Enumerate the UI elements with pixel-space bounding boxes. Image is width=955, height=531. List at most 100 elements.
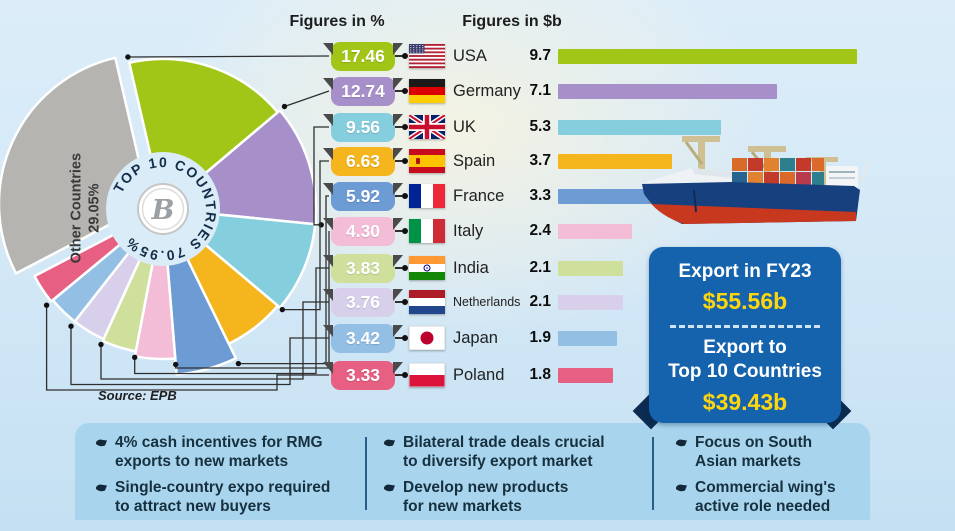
percent-badge: 4.30 xyxy=(323,216,403,246)
note-text: 4% cash incentives for RMG exports to ne… xyxy=(115,434,323,470)
badge-flag-connector xyxy=(395,265,408,271)
export-summary-box: Export in FY23 $55.56b Export to Top 10 … xyxy=(649,247,841,423)
other-countries-label: Other Countries 29.05% xyxy=(67,131,103,286)
flag-france-icon xyxy=(409,184,445,208)
export-top10-title: Export to Top 10 Countries xyxy=(668,337,822,382)
note-text: Single-country expo required to attract … xyxy=(115,478,331,515)
country-name: Japan xyxy=(453,328,498,347)
country-name: Poland xyxy=(453,365,505,384)
flag-germany-icon xyxy=(409,79,445,103)
bullet-ship-icon xyxy=(383,484,395,492)
note-item: Develop new products for new markets xyxy=(383,479,643,517)
country-row: 9.56 UK 5.3 xyxy=(323,112,721,142)
bullet-ship-icon xyxy=(95,439,107,447)
percent-badge: 5.92 xyxy=(323,181,403,211)
source-label: Source: EPB xyxy=(98,388,177,403)
note-item: Commercial wing's active role needed xyxy=(675,479,865,517)
percent-badge: 9.56 xyxy=(323,112,403,142)
country-row: 3.42 Japan 1.9 xyxy=(323,323,617,353)
percent-badge: 3.76 xyxy=(323,287,403,317)
percent-badge: 3.83 xyxy=(323,253,403,283)
country-value: 3.7 xyxy=(529,152,551,169)
value-bar xyxy=(558,153,672,169)
business-standard-logo-icon: B xyxy=(151,195,175,226)
value-bar xyxy=(558,223,632,239)
flag-uk-icon xyxy=(407,112,447,142)
country-value: 7.1 xyxy=(529,82,551,99)
export-fy23-title: Export in FY23 xyxy=(678,261,812,282)
dashed-divider xyxy=(670,325,820,328)
badge-flag-connector xyxy=(395,335,408,341)
badge-flag-connector xyxy=(395,124,408,130)
country-name: Netherlands xyxy=(453,295,521,309)
country-value: 5.3 xyxy=(529,118,551,135)
notes-column-3: Focus on South Asian markets Commercial w… xyxy=(675,434,865,524)
bullet-ship-icon xyxy=(675,484,687,492)
badge-flag-connector xyxy=(395,158,408,164)
country-name: France xyxy=(453,186,505,205)
badge-flag-connector xyxy=(395,53,408,59)
percent-badge: 3.33 xyxy=(323,360,403,390)
notes-column-1: 4% cash incentives for RMG exports to ne… xyxy=(95,434,360,524)
other-countries-name: Other Countries xyxy=(68,152,85,264)
country-row: 3.33 Poland 1.8 xyxy=(323,360,613,390)
note-item: Single-country expo required to attract … xyxy=(95,479,360,517)
country-name: UK xyxy=(453,117,476,136)
country-value: 3.3 xyxy=(529,187,551,204)
percent-badge: 17.46 xyxy=(323,41,403,71)
country-value: 1.9 xyxy=(529,329,551,346)
country-row: 3.83 India 2.1 xyxy=(323,253,623,283)
value-bar xyxy=(558,260,623,276)
value-bar xyxy=(558,330,617,346)
value-bar xyxy=(558,48,857,64)
country-value: 2.1 xyxy=(529,259,551,276)
logo-inner-ring xyxy=(141,187,185,231)
badge-flag-connector xyxy=(395,299,408,305)
column-header-percent: Figures in % xyxy=(289,13,385,30)
notes-column-2: Bilateral trade deals crucial to diversi… xyxy=(383,434,643,524)
country-row: 4.30 Italy 2.4 xyxy=(323,216,632,246)
country-name: Spain xyxy=(453,151,496,170)
value-bar xyxy=(558,294,623,310)
percent-badge: 3.42 xyxy=(323,323,403,353)
note-text: Bilateral trade deals crucial to diversi… xyxy=(403,434,605,470)
column-header-dollar: Figures in $b xyxy=(462,13,562,30)
country-value: 9.7 xyxy=(529,47,551,64)
flag-india-icon xyxy=(409,256,445,280)
country-value: 2.4 xyxy=(529,222,551,239)
value-bar xyxy=(558,119,721,135)
note-item: 4% cash incentives for RMG exports to ne… xyxy=(95,434,360,472)
badge-flag-connector xyxy=(395,372,408,378)
bullet-ship-icon xyxy=(675,439,687,447)
country-name: Italy xyxy=(453,221,484,240)
country-row: 12.74 Germany 7.1 xyxy=(323,76,777,106)
country-value: 2.1 xyxy=(529,293,551,310)
badge-flag-connector xyxy=(395,88,408,94)
country-row: 5.92 France 3.3 xyxy=(323,181,660,211)
container-ship-icon xyxy=(642,136,867,224)
value-bar xyxy=(558,188,660,204)
export-top10-value: $39.43b xyxy=(702,388,788,415)
country-name: India xyxy=(453,258,489,277)
country-row: 3.76 Netherlands 2.1 xyxy=(323,287,623,317)
other-countries-percent: 29.05% xyxy=(86,183,103,233)
flag-usa-icon xyxy=(409,44,445,68)
notes-divider-1 xyxy=(365,437,367,510)
bullet-ship-icon xyxy=(383,439,395,447)
badge-flag-connector xyxy=(395,193,408,199)
bullet-ship-icon xyxy=(95,484,107,492)
notes-panel: 4% cash incentives for RMG exports to ne… xyxy=(75,423,870,520)
flag-japan-icon xyxy=(408,325,446,351)
logo-circle xyxy=(137,183,189,235)
flag-poland-icon xyxy=(408,362,446,388)
badge-flag-connector xyxy=(395,228,408,234)
value-bar xyxy=(558,83,777,99)
percent-badge: 6.63 xyxy=(323,146,403,176)
country-row: 6.63 Spain 3.7 xyxy=(323,146,672,176)
export-fy23-value: $55.56b xyxy=(702,288,788,314)
value-bar xyxy=(558,367,613,383)
note-item: Focus on South Asian markets xyxy=(675,434,865,472)
note-text: Develop new products for new markets xyxy=(403,478,569,515)
percent-badge: 12.74 xyxy=(323,76,403,106)
flag-netherlands-icon xyxy=(409,290,445,314)
